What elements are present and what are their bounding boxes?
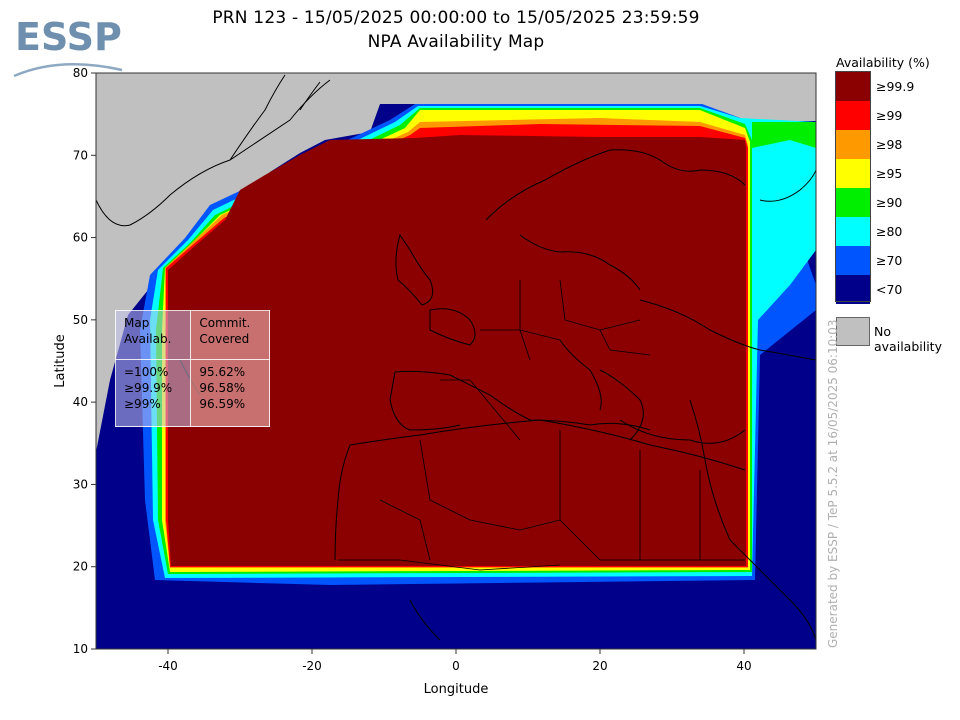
y-tick-label: 20 xyxy=(73,560,88,574)
y-axis-title: Latitude xyxy=(53,334,68,388)
legend-label: <70 xyxy=(876,282,903,297)
x-axis: -40 -20 0 20 40 xyxy=(158,649,752,673)
map-subtitle: NPA Availability Map xyxy=(367,32,545,52)
greenland-coast xyxy=(229,74,321,161)
logo-swoosh xyxy=(13,63,123,78)
map-title: PRN 123 - 15/05/2025 00:00:00 to 15/05/2… xyxy=(212,8,700,28)
coastlines xyxy=(96,79,816,641)
commit-covered-values: 95.62% 96.58% 96.59% xyxy=(190,358,270,428)
legend-label: ≥90 xyxy=(876,195,903,210)
borders xyxy=(338,279,745,571)
legend-swatch xyxy=(836,217,870,246)
header-commit-line2: Covered xyxy=(199,332,250,346)
header-commit-line1: Commit. xyxy=(199,316,251,330)
legend-swatch xyxy=(836,72,870,101)
legend-label: ≥98 xyxy=(876,137,903,152)
covered-value-row: 95.62% xyxy=(199,364,246,379)
covered-value-row: 96.59% xyxy=(199,396,246,411)
legend-title: Availability (%) xyxy=(836,55,930,70)
map-value-row: =100% xyxy=(124,364,169,379)
x-tick-label: 20 xyxy=(592,659,607,673)
legend-swatch xyxy=(836,101,870,130)
legend-swatch xyxy=(836,130,870,159)
header-map-availability: Map Availab. xyxy=(114,310,192,360)
legend-swatch xyxy=(836,246,870,275)
x-tick-label: 0 xyxy=(452,659,460,673)
no-availability-label: No availability xyxy=(874,324,942,354)
y-axis: 80 70 60 50 40 30 20 10 xyxy=(73,66,96,656)
coverage-core-999 xyxy=(168,135,746,566)
legend-label: ≥70 xyxy=(876,253,903,268)
y-tick-label: 30 xyxy=(73,477,88,491)
map-value-row: ≥99% xyxy=(124,396,161,411)
coverage-east-edge xyxy=(752,140,816,300)
legend-label: ≥95 xyxy=(876,166,903,181)
legend-label: ≥99 xyxy=(876,108,903,123)
legend-swatch xyxy=(836,159,870,188)
y-tick-label: 80 xyxy=(73,66,88,80)
y-tick-label: 60 xyxy=(73,231,88,245)
essp-logo: ESSP xyxy=(13,15,123,78)
y-tick-label: 70 xyxy=(73,148,88,162)
map-availability-values: =100% ≥99.9% ≥99% xyxy=(114,358,192,428)
y-tick-label: 10 xyxy=(73,642,88,656)
generated-by-watermark: Generated by ESSP / TeP 5.5.2 at 16/05/2… xyxy=(826,319,840,648)
covered-value-row: 96.58% xyxy=(199,380,246,395)
legend-label: ≥80 xyxy=(876,224,903,239)
no-availability-area xyxy=(96,73,816,452)
availability-stats-table: Map Availab. Commit. Covered =100% ≥99.9… xyxy=(114,310,270,428)
logo-text: ESSP xyxy=(15,15,122,59)
map-value-row: ≥99.9% xyxy=(124,380,173,395)
y-tick-label: 50 xyxy=(73,313,88,327)
legend-swatch xyxy=(836,275,870,304)
x-tick-label: -20 xyxy=(302,659,322,673)
no-availability-swatch xyxy=(836,317,870,346)
legend-label: ≥99.9 xyxy=(876,79,915,94)
x-axis-title: Longitude xyxy=(424,682,489,697)
legend-swatch xyxy=(836,188,870,217)
stats-values-row: =100% ≥99.9% ≥99% 95.62% 96.58% 96.59% xyxy=(114,358,270,428)
header-map-line2: Availab. xyxy=(124,332,172,346)
header-map-line1: Map xyxy=(124,316,150,330)
x-tick-label: -40 xyxy=(158,659,178,673)
header-commit-covered: Commit. Covered xyxy=(190,310,270,360)
x-tick-label: 40 xyxy=(736,659,751,673)
y-tick-label: 40 xyxy=(73,395,88,409)
stats-header-row: Map Availab. Commit. Covered xyxy=(114,310,270,360)
coverage-east-edge-green xyxy=(752,122,816,148)
